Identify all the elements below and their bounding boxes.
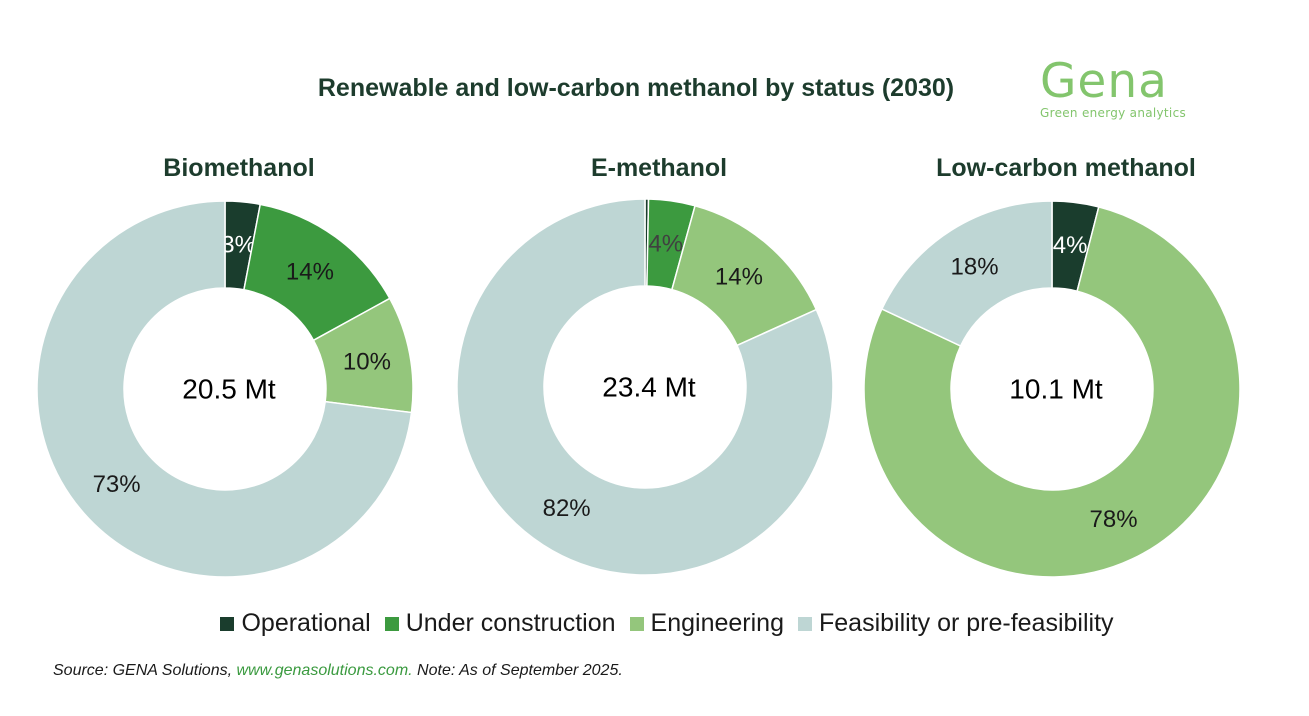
donut-title: Low-carbon methanol [936, 154, 1196, 182]
donut-title: Biomethanol [163, 154, 314, 182]
slice-engineering [863, 205, 1241, 578]
data-label: 14% [715, 264, 763, 291]
legend-item-operational: Operational [220, 609, 371, 638]
source-link[interactable]: www.genasolutions.com. [236, 662, 413, 679]
legend-swatch-engineering [629, 616, 644, 631]
center-total-label: 23.4 Mt [602, 372, 696, 403]
legend-item-engineering: Engineering [629, 609, 784, 638]
source-suffix: Note: As of September 2025. [412, 662, 623, 679]
center-total-label: 20.5 Mt [182, 374, 276, 405]
gena-logo: Gena Green energy analytics [1040, 54, 1210, 121]
data-label: 18% [951, 253, 999, 280]
legend-swatch-feasibility [797, 616, 812, 631]
legend-label: Under construction [405, 609, 616, 637]
legend-label: Feasibility or pre-feasibility [818, 609, 1114, 637]
data-label: 82% [543, 495, 591, 522]
legend: Operational Under construction Engineeri… [0, 609, 1309, 638]
data-label: 14% [286, 259, 334, 286]
data-label: 4% [648, 230, 683, 257]
data-label: 73% [93, 471, 141, 498]
slice-feasibility-or-pre-feasibility [36, 200, 413, 578]
source-prefix: Source: GENA Solutions, [53, 662, 237, 679]
data-label: 10% [343, 348, 391, 375]
slice-feasibility-or-pre-feasibility [880, 200, 1053, 347]
slice-feasibility-or-pre-feasibility [456, 198, 834, 576]
logo-tagline: Green energy analytics [1040, 106, 1187, 120]
data-label: 4% [1053, 232, 1088, 259]
legend-item-feasibility: Feasibility or pre-feasibility [797, 609, 1114, 638]
legend-swatch-under-construction [384, 616, 399, 631]
legend-label: Engineering [650, 609, 784, 637]
legend-item-under-construction: Under construction [384, 609, 616, 638]
logo-wordmark: Gena [1040, 54, 1168, 109]
legend-label: Operational [241, 609, 371, 637]
center-total-label: 10.1 Mt [1009, 374, 1103, 405]
data-label: 78% [1090, 506, 1138, 533]
source-note: Source: GENA Solutions, www.genasolution… [53, 662, 623, 680]
legend-swatch-operational [220, 616, 235, 631]
chart-title: Renewable and low-carbon methanol by sta… [317, 74, 955, 102]
donut-title: E-methanol [591, 154, 727, 182]
